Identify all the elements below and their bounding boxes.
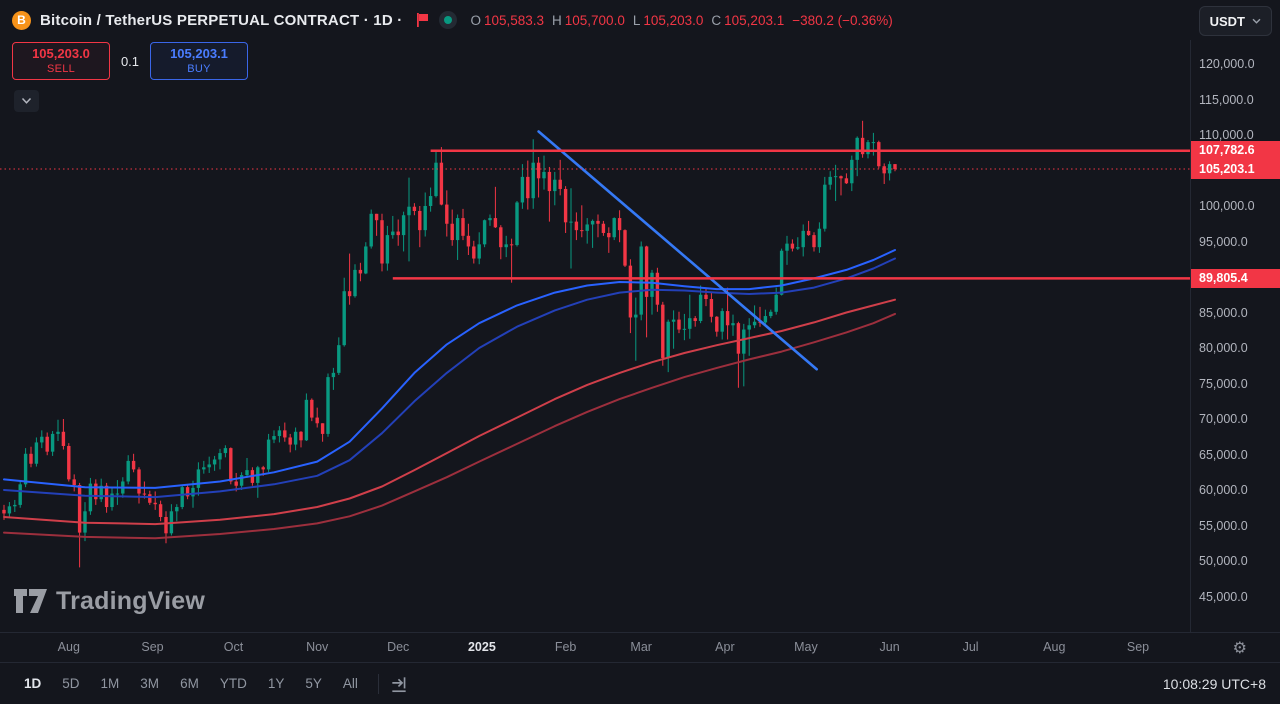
high-label: H xyxy=(552,12,562,28)
close-label: C xyxy=(711,12,722,28)
price-axis-label: 45,000.0 xyxy=(1199,589,1248,604)
low-label: L xyxy=(632,12,641,28)
time-axis-label: Jun xyxy=(879,640,900,654)
price-axis-label: 60,000.0 xyxy=(1199,483,1248,497)
time-axis-label: Aug xyxy=(57,640,80,654)
btc-logo-icon: B xyxy=(12,10,31,30)
tradingview-logo-icon xyxy=(14,589,47,613)
clock-label[interactable]: 10:08:29 UTC+8 xyxy=(1162,675,1266,692)
trade-panel: 105,203.0 SELL 0.1 105,203.1 BUY xyxy=(12,42,248,80)
range-button-3m[interactable]: 3M xyxy=(130,671,169,696)
topbar: B Bitcoin / TetherUS PERPETUAL CONTRACT … xyxy=(0,0,1280,40)
price-axis-label: 75,000.0 xyxy=(1199,376,1248,391)
change-value: −380.2 (−0.36%) xyxy=(792,12,893,28)
price-axis-label: 110,000.0 xyxy=(1199,128,1254,142)
chevron-dropdown-button[interactable] xyxy=(14,90,39,112)
buy-price: 105,203.1 xyxy=(170,46,228,62)
range-button-5d[interactable]: 5D xyxy=(52,671,89,696)
ohlc-readout: O 105,583.3 H 105,700.0 L 105,203.0 C 10… xyxy=(470,13,892,28)
price-axis-label: 70,000.0 xyxy=(1199,412,1248,426)
level-badge-lower: 89,805.4 xyxy=(1191,268,1280,288)
range-button-1d[interactable]: 1D xyxy=(14,671,51,696)
price-axis-label: 65,000.0 xyxy=(1199,447,1248,462)
sell-price: 105,203.0 xyxy=(32,46,90,62)
range-buttons: 1D 5D 1M 3M 6M YTD 1Y 5Y All xyxy=(14,671,368,696)
currency-toggle-button[interactable]: USDT xyxy=(1198,6,1272,36)
time-axis-label: Nov xyxy=(306,640,329,654)
range-button-5y[interactable]: 5Y xyxy=(295,671,332,696)
tradingview-watermark: TradingView xyxy=(14,587,205,616)
watermark-text: TradingView xyxy=(56,587,206,615)
low-value: 105,203.0 xyxy=(643,12,704,28)
chevron-down-icon xyxy=(1252,18,1261,24)
price-axis-label: 120,000.0 xyxy=(1199,57,1255,71)
range-button-all[interactable]: All xyxy=(333,671,368,696)
time-axis-label: Dec xyxy=(387,640,410,654)
time-axis-label: Feb xyxy=(554,640,577,654)
time-axis-label: Sep xyxy=(141,640,164,654)
price-axis-label: 100,000.0 xyxy=(1199,199,1255,213)
currency-label: USDT xyxy=(1209,13,1245,29)
price-axis-label: 55,000.0 xyxy=(1199,518,1248,533)
price-axis-label: 80,000.0 xyxy=(1199,341,1248,355)
sell-label: SELL xyxy=(46,62,76,75)
market-status-icon[interactable] xyxy=(439,11,458,29)
time-axis-label: Aug xyxy=(1043,640,1066,654)
price-axis-label: 95,000.0 xyxy=(1199,234,1248,249)
range-button-1y[interactable]: 1Y xyxy=(258,671,295,696)
range-button-ytd[interactable]: YTD xyxy=(210,671,257,696)
current-price-badge: 105,203.1 xyxy=(1191,159,1280,179)
level-badge-upper: 107,782.6 xyxy=(1191,141,1280,161)
range-button-1m[interactable]: 1M xyxy=(91,671,130,696)
range-button-6m[interactable]: 6M xyxy=(170,671,209,696)
bottom-toolbar: 1D 5D 1M 3M 6M YTD 1Y 5Y All 10:08:29 UTC+8 xyxy=(0,662,1280,704)
buy-button[interactable]: 105,203.1 BUY xyxy=(150,42,248,80)
high-value: 105,700.0 xyxy=(564,12,625,28)
quantity-field[interactable]: 0.1 xyxy=(120,53,140,69)
time-axis-label: May xyxy=(794,640,818,654)
time-axis-label: Apr xyxy=(715,640,735,654)
open-label: O xyxy=(470,12,481,28)
settings-gear-icon[interactable]: ⚙ xyxy=(1232,640,1247,657)
toolbar-divider xyxy=(377,673,379,694)
time-axis-label: Oct xyxy=(223,640,244,654)
price-axis[interactable]: 120,000.0 115,000.0 110,000.0 100,000.0 95,0… xyxy=(1190,40,1280,632)
go-to-date-icon[interactable] xyxy=(389,674,409,694)
chevron-down-icon xyxy=(21,97,32,104)
time-axis-label: Mar xyxy=(630,640,652,654)
price-axis-label: 115,000.0 xyxy=(1199,92,1254,107)
sell-button[interactable]: 105,203.0 SELL xyxy=(12,42,110,80)
open-value: 105,583.3 xyxy=(483,12,545,28)
close-value: 105,203.1 xyxy=(724,12,785,28)
time-axis-label: 2025 xyxy=(467,640,496,654)
symbol-title[interactable]: Bitcoin / TetherUS PERPETUAL CONTRACT · … xyxy=(40,11,403,29)
time-axis-label: Sep xyxy=(1126,640,1150,654)
time-axis[interactable]: ⚙ Aug Sep Oct Nov Dec 2025 Feb Mar Apr May Jun Jul A… xyxy=(0,632,1280,662)
time-axis-label: Jul xyxy=(962,640,979,654)
price-axis-label: 85,000.0 xyxy=(1199,305,1248,320)
price-axis-label: 50,000.0 xyxy=(1199,554,1248,568)
buy-label: BUY xyxy=(187,62,211,75)
flag-icon[interactable] xyxy=(415,12,430,28)
